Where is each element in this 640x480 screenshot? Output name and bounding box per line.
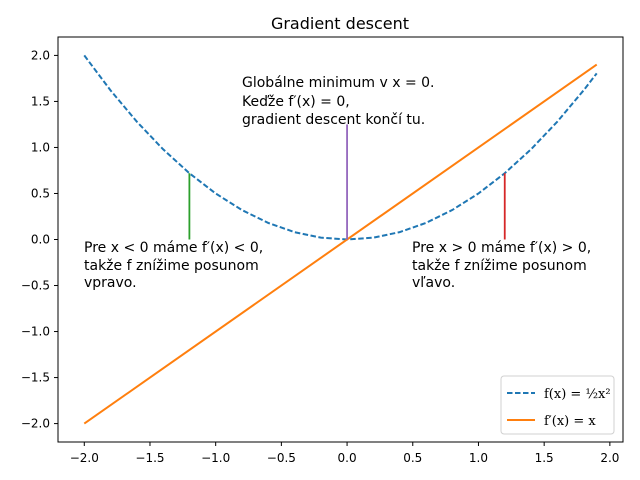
y-tick-label-8: 2.0 [31, 48, 50, 62]
y-tick-label-3: −0.5 [21, 279, 50, 293]
annotation-left-line-3: vpravo. [84, 275, 137, 291]
annotation-right-line-1: Pre x > 0 máme f′(x) > 0, [412, 240, 591, 256]
y-tick-label-5: 0.5 [31, 186, 50, 200]
x-tick-label-3: −0.5 [267, 451, 296, 465]
y-tick-label-2: −1.0 [21, 325, 50, 339]
annotation-center-line-2: Keďže f′(x) = 0, [242, 94, 350, 110]
x-tick-label-6: 1.0 [469, 451, 488, 465]
legend-label-fprime: f′(x) = x [544, 414, 596, 429]
y-tick-label-6: 1.0 [31, 140, 50, 154]
series-line-1 [83, 63, 598, 425]
annotation-right-line-3: vľavo. [412, 275, 455, 291]
y-tick-label-1: −1.5 [21, 371, 50, 385]
annotation-left: Pre x < 0 máme f′(x) < 0, takže f znížim… [84, 240, 268, 291]
x-tick-label-2: −1.0 [201, 451, 230, 465]
legend-label-f: f(x) = ½x² [544, 387, 611, 402]
annotation-center-line-3: gradient descent končí tu. [242, 112, 425, 128]
y-tick-label-0: −2.0 [21, 417, 50, 431]
annotation-right: Pre x > 0 máme f′(x) > 0, takže f znížim… [412, 240, 596, 291]
annotation-left-line-1: Pre x < 0 máme f′(x) < 0, [84, 240, 263, 256]
x-tick-label-0: −2.0 [70, 451, 99, 465]
x-tick-label-4: 0.0 [338, 451, 357, 465]
legend: f(x) = ½x² f′(x) = x [500, 375, 615, 435]
annotation-center-line-1: Globálne minimum v x = 0. [242, 75, 435, 91]
x-tick-label-5: 0.5 [403, 451, 422, 465]
y-tick-label-4: 0.0 [31, 233, 50, 247]
annotation-center: Globálne minimum v x = 0. Keďže f′(x) = … [242, 75, 439, 128]
y-tick-label-7: 1.5 [31, 94, 50, 108]
annotation-right-line-2: takže f znížime posunom [412, 258, 587, 274]
x-tick-label-1: −1.5 [135, 451, 164, 465]
plot-area: −2.0 −1.5 −1.0 −0.5 0.0 0.5 1.0 1.5 2.0 −2.0 −1.5 −… [21, 36, 624, 465]
annotation-left-line-2: takže f znížime posunom [84, 258, 259, 274]
x-tick-label-7: 1.5 [535, 451, 554, 465]
x-tick-label-8: 2.0 [600, 451, 619, 465]
chart-title: Gradient descent [271, 14, 409, 33]
